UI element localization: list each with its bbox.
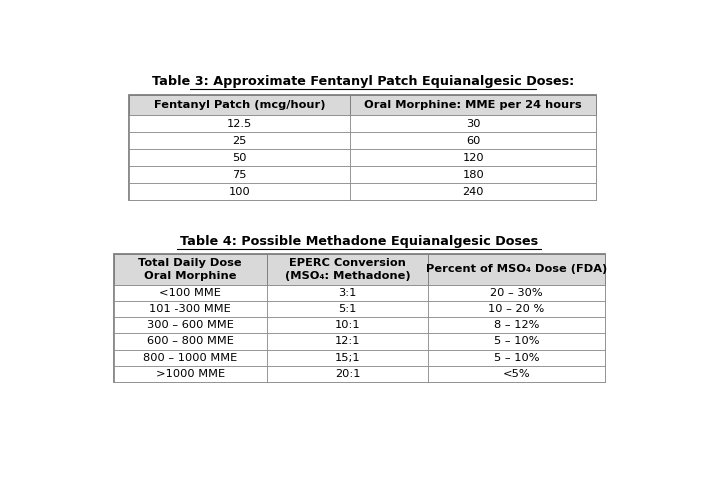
Text: <100 MME: <100 MME bbox=[159, 288, 222, 298]
Bar bbox=[114, 317, 267, 334]
Bar bbox=[267, 254, 428, 285]
Text: 120: 120 bbox=[462, 153, 484, 163]
Text: 10:1: 10:1 bbox=[335, 320, 361, 330]
Text: 30: 30 bbox=[466, 119, 481, 129]
Bar bbox=[267, 285, 428, 301]
Text: 12:1: 12:1 bbox=[335, 336, 361, 346]
Text: <5%: <5% bbox=[503, 369, 530, 379]
Text: 3:1: 3:1 bbox=[339, 288, 357, 298]
Text: Table 3: Approximate Fentanyl Patch Equianalgesic Doses:: Table 3: Approximate Fentanyl Patch Equi… bbox=[152, 76, 574, 88]
Text: EPERC Conversion
(MSO₄: Methadone): EPERC Conversion (MSO₄: Methadone) bbox=[285, 258, 410, 281]
Bar bbox=[129, 132, 350, 150]
Bar bbox=[114, 350, 267, 366]
Bar bbox=[267, 301, 428, 317]
Bar bbox=[350, 116, 596, 132]
Bar bbox=[129, 94, 596, 200]
Text: 12.5: 12.5 bbox=[227, 119, 252, 129]
Bar bbox=[129, 116, 350, 132]
Text: 5:1: 5:1 bbox=[339, 304, 357, 314]
Bar bbox=[428, 301, 605, 317]
Text: 5 – 10%: 5 – 10% bbox=[493, 352, 540, 362]
Text: 800 – 1000 MME: 800 – 1000 MME bbox=[143, 352, 237, 362]
Bar bbox=[114, 254, 267, 285]
Bar bbox=[129, 183, 350, 200]
Bar bbox=[114, 334, 267, 349]
Bar bbox=[114, 366, 267, 382]
Text: 101 -300 MME: 101 -300 MME bbox=[149, 304, 231, 314]
Text: Fentanyl Patch (mcg/hour): Fentanyl Patch (mcg/hour) bbox=[154, 100, 325, 110]
Text: Table 4: Possible Methadone Equianalgesic Doses: Table 4: Possible Methadone Equianalgesi… bbox=[180, 235, 538, 248]
Text: Total Daily Dose
Oral Morphine: Total Daily Dose Oral Morphine bbox=[138, 258, 242, 281]
Text: 75: 75 bbox=[232, 170, 247, 179]
Text: 50: 50 bbox=[232, 153, 247, 163]
Text: 15;1: 15;1 bbox=[335, 352, 361, 362]
Bar bbox=[428, 350, 605, 366]
Bar bbox=[129, 166, 350, 183]
Text: 20 – 30%: 20 – 30% bbox=[490, 288, 543, 298]
Bar bbox=[428, 285, 605, 301]
Bar bbox=[428, 334, 605, 349]
Text: 10 – 20 %: 10 – 20 % bbox=[488, 304, 545, 314]
Bar bbox=[114, 285, 267, 301]
Text: Percent of MSO₄ Dose (FDA): Percent of MSO₄ Dose (FDA) bbox=[426, 264, 607, 274]
Bar bbox=[267, 350, 428, 366]
Text: 25: 25 bbox=[232, 136, 246, 146]
Bar bbox=[267, 366, 428, 382]
Bar bbox=[267, 334, 428, 349]
Text: >1000 MME: >1000 MME bbox=[155, 369, 225, 379]
Text: 60: 60 bbox=[466, 136, 481, 146]
Text: 20:1: 20:1 bbox=[335, 369, 361, 379]
Bar bbox=[428, 317, 605, 334]
Text: 8 – 12%: 8 – 12% bbox=[494, 320, 539, 330]
Text: 5 – 10%: 5 – 10% bbox=[493, 336, 540, 346]
Bar bbox=[114, 254, 605, 382]
Text: 180: 180 bbox=[462, 170, 484, 179]
Bar bbox=[428, 254, 605, 285]
Bar bbox=[129, 150, 350, 166]
Bar bbox=[267, 317, 428, 334]
Bar bbox=[114, 301, 267, 317]
Bar bbox=[350, 150, 596, 166]
Text: 600 – 800 MME: 600 – 800 MME bbox=[147, 336, 234, 346]
Bar bbox=[428, 366, 605, 382]
Text: 300 – 600 MME: 300 – 600 MME bbox=[147, 320, 234, 330]
Text: Oral Morphine: MME per 24 hours: Oral Morphine: MME per 24 hours bbox=[364, 100, 582, 110]
Bar bbox=[350, 183, 596, 200]
Bar bbox=[129, 94, 350, 116]
Bar bbox=[350, 94, 596, 116]
Bar bbox=[350, 132, 596, 150]
Text: 240: 240 bbox=[462, 186, 484, 196]
Bar bbox=[350, 166, 596, 183]
Text: 100: 100 bbox=[229, 186, 251, 196]
